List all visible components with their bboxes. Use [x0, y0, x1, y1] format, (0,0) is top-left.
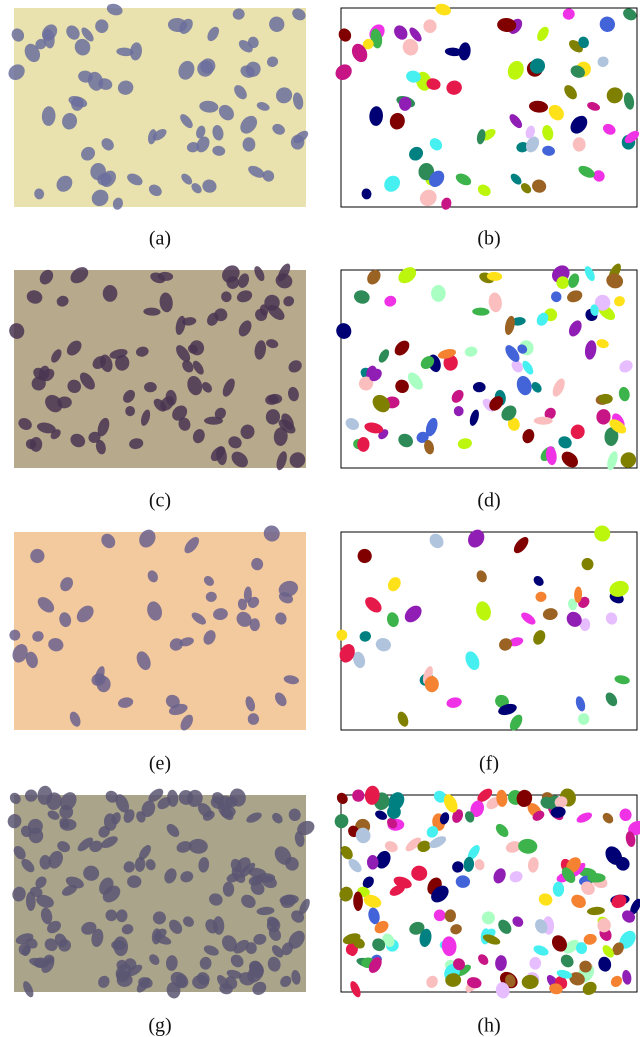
- segmentation-image: [334, 262, 639, 472]
- caption: (h): [477, 1015, 500, 1037]
- caption: (c): [149, 490, 171, 512]
- caption: (e): [149, 753, 171, 775]
- caption: (a): [149, 228, 171, 250]
- figure: (a) (b) (c) (d) (e) (f) (g) (h): [0, 0, 640, 1037]
- page: (a)(b)(c)(d)(e)(f)(g)(h) (() => { const …: [0, 0, 640, 1037]
- segment: [553, 882, 564, 897]
- segmentation-image: [333, 785, 640, 1000]
- segment: [431, 285, 446, 302]
- segmentation-image: [335, 522, 637, 732]
- caption: (f): [479, 753, 499, 775]
- nucleus: [223, 882, 234, 897]
- microscopy-image: [5, 2, 310, 211]
- microscopy-image: [7, 262, 308, 472]
- caption: (d): [477, 490, 500, 512]
- nucleus: [103, 285, 118, 302]
- segmentation-image: [332, 2, 640, 211]
- caption: (g): [148, 1015, 171, 1037]
- microscopy-image: [6, 785, 317, 1000]
- caption: (b): [477, 228, 500, 250]
- microscopy-image: [8, 522, 306, 732]
